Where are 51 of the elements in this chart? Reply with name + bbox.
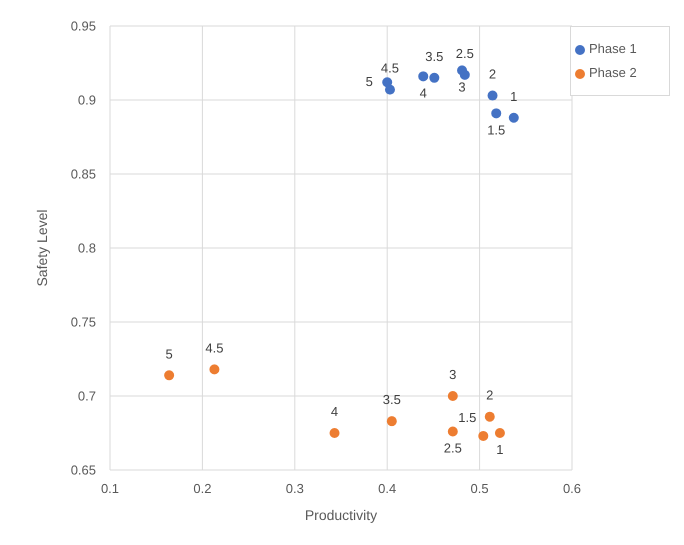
legend-label: Phase 2 <box>589 65 637 80</box>
x-tick-label: 0.2 <box>193 481 212 496</box>
y-tick-label: 0.7 <box>78 388 96 404</box>
x-tick-label: 0.3 <box>286 481 304 496</box>
annotation: 2 <box>486 388 494 403</box>
point <box>330 428 340 438</box>
legend-label: Phase 1 <box>589 41 637 56</box>
point <box>457 65 468 76</box>
annotation: 1.5 <box>487 122 506 138</box>
y-tick-label: 0.9 <box>78 92 96 108</box>
x-tick-label: 0.1 <box>100 481 120 496</box>
annotation: 3 <box>458 79 466 94</box>
point <box>448 426 458 437</box>
annotation: 3.5 <box>382 392 401 408</box>
point <box>164 370 174 380</box>
annotation: 4.5 <box>380 60 400 76</box>
point <box>386 416 397 426</box>
point <box>508 112 519 123</box>
x-tick-label: 0.4 <box>378 481 396 496</box>
annotation: 2 <box>488 66 496 82</box>
annotation: 2.5 <box>456 46 474 61</box>
x-axis-title: Productivity <box>304 507 378 523</box>
point <box>491 108 502 118</box>
point <box>382 77 392 88</box>
y-tick-label: 0.85 <box>70 166 96 182</box>
annotation: 4 <box>330 404 338 419</box>
annotation: 3 <box>449 367 456 382</box>
y-tick-label: 0.95 <box>70 18 96 34</box>
point <box>494 428 505 438</box>
annotation: 1.5 <box>458 410 476 425</box>
y-tick-label: 0.75 <box>70 314 96 330</box>
annotation: 1 <box>510 88 518 104</box>
point <box>484 412 495 422</box>
y-tick-label: 0.8 <box>78 240 96 256</box>
x-tick-label: 0.5 <box>470 481 489 496</box>
annotation: 5 <box>166 346 173 362</box>
point <box>418 71 428 82</box>
x-tick-label: 0.6 <box>562 481 582 496</box>
point <box>478 430 488 441</box>
annotation: 4.5 <box>205 340 224 356</box>
point <box>448 391 458 401</box>
point <box>429 72 440 83</box>
annotation: 1 <box>496 442 504 457</box>
point <box>209 364 220 374</box>
point <box>488 90 498 101</box>
annotation: 5 <box>366 74 373 90</box>
annotation: 2.5 <box>444 440 462 456</box>
annotation: 3.5 <box>425 48 444 64</box>
annotation: 4 <box>420 85 427 100</box>
y-axis-title: Safety Level <box>34 209 50 287</box>
y-tick-label: 0.65 <box>70 462 96 478</box>
